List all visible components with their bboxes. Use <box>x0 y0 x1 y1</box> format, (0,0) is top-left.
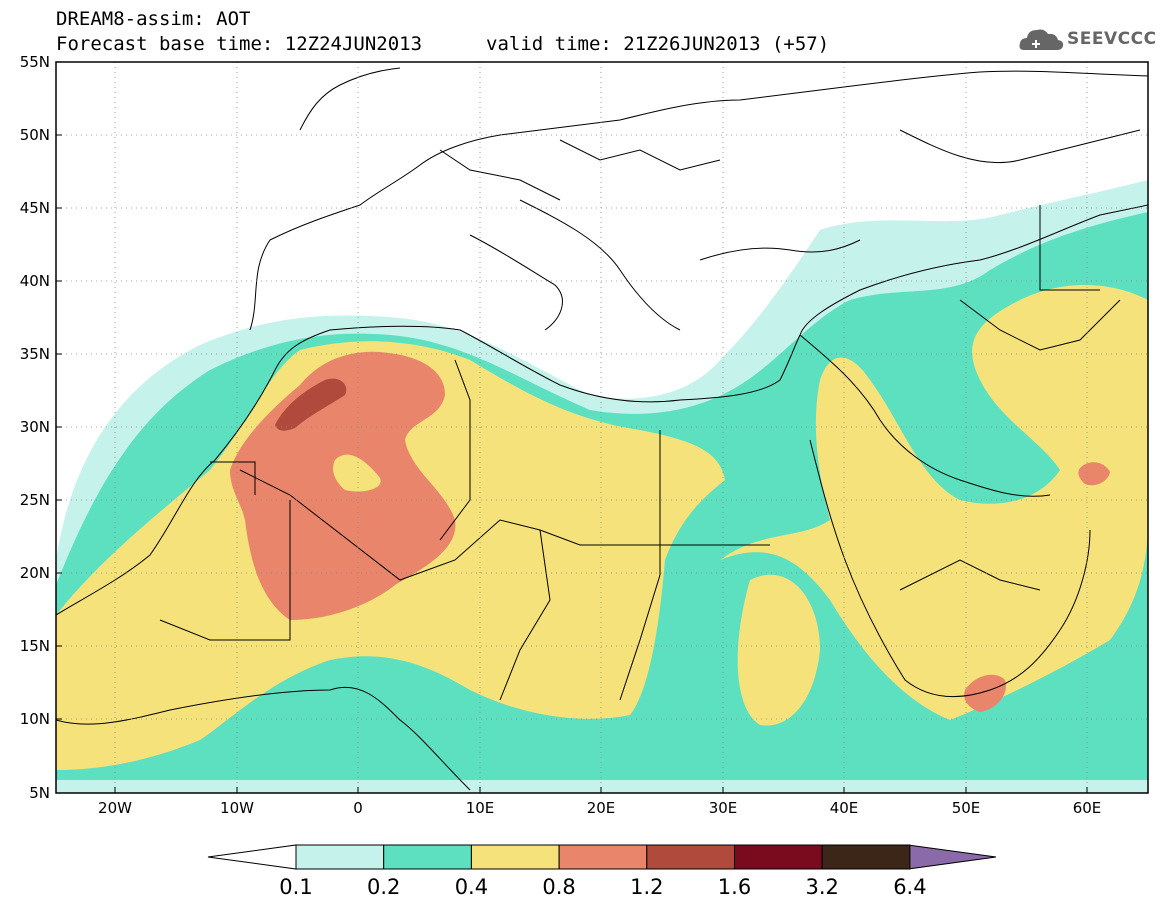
lon-label: 40E <box>830 799 859 817</box>
cloud-icon <box>1019 29 1064 50</box>
lat-label: 35N <box>20 345 50 363</box>
colorbar-swatch <box>734 844 823 870</box>
lon-label: 10W <box>220 799 254 817</box>
aot-band-0.4-east2 <box>737 574 820 726</box>
colorbar-swatch <box>646 844 735 870</box>
lon-label: 50E <box>952 799 981 817</box>
colorbar-under-triangle <box>207 844 297 870</box>
colorbar-over-triangle <box>907 844 997 870</box>
colorbar-swatch <box>295 844 385 870</box>
colorbar-label: 1.6 <box>718 875 751 899</box>
colorbar-label: 6.4 <box>893 875 926 899</box>
lat-label: 50N <box>20 126 50 144</box>
lat-label: 45N <box>20 199 50 217</box>
colorbar-label: 0.2 <box>367 875 400 899</box>
colorbar-label: 0.4 <box>455 875 488 899</box>
valid-time: valid time: 21Z26JUN2013 (+57) <box>486 33 830 55</box>
map-title: DREAM8-assim: AOT <box>56 8 251 30</box>
coastlines <box>56 67 1148 791</box>
graticule <box>56 62 1148 793</box>
colorbar-swatch <box>821 844 911 870</box>
colorbar-swatch <box>558 844 648 870</box>
colorbar-swatch <box>383 844 472 870</box>
lat-label: 55N <box>20 53 50 71</box>
forecast-base-time: Forecast base time: 12Z24JUN2013 <box>56 33 423 55</box>
colorbar-label: 3.2 <box>805 875 838 899</box>
lon-label: 20E <box>587 799 616 817</box>
lat-label: 5N <box>29 784 50 802</box>
lat-label: 10N <box>20 710 50 728</box>
aot-band-1.2 <box>275 378 347 431</box>
lat-labels: 55N 50N 45N 40N 35N 30N 25N 20N 15N 10N … <box>20 53 50 802</box>
colorbar-swatch <box>470 844 560 870</box>
aot-field <box>56 62 1148 793</box>
colorbar-label: 0.1 <box>279 875 312 899</box>
aot-band-0.4-east <box>720 285 1148 720</box>
lon-label: 30E <box>709 799 738 817</box>
lon-label: 0 <box>353 799 363 817</box>
aot-band-0.8-hole <box>333 454 381 492</box>
aot-band-0.8-somalia <box>964 674 1006 712</box>
colorbar-label: 1.2 <box>630 875 663 899</box>
lon-label: 60E <box>1073 799 1102 817</box>
axis-ticks <box>56 61 1088 794</box>
logo-text: SEEVCCC <box>1067 29 1157 49</box>
aot-band-0.8-iran <box>1078 462 1110 486</box>
lat-label: 30N <box>20 418 50 436</box>
lon-labels: 20W 10W 0 10E 20E 30E 40E 50E 60E <box>98 799 1101 817</box>
colorbar: 0.1 0.2 0.4 0.8 1.2 1.6 3.2 6.4 <box>207 844 997 899</box>
lat-label: 40N <box>20 272 50 290</box>
lat-label: 15N <box>20 637 50 655</box>
lon-label: 20W <box>98 799 132 817</box>
lat-label: 25N <box>20 491 50 509</box>
lat-label: 20N <box>20 564 50 582</box>
lon-label: 10E <box>466 799 495 817</box>
colorbar-label: 0.8 <box>542 875 575 899</box>
